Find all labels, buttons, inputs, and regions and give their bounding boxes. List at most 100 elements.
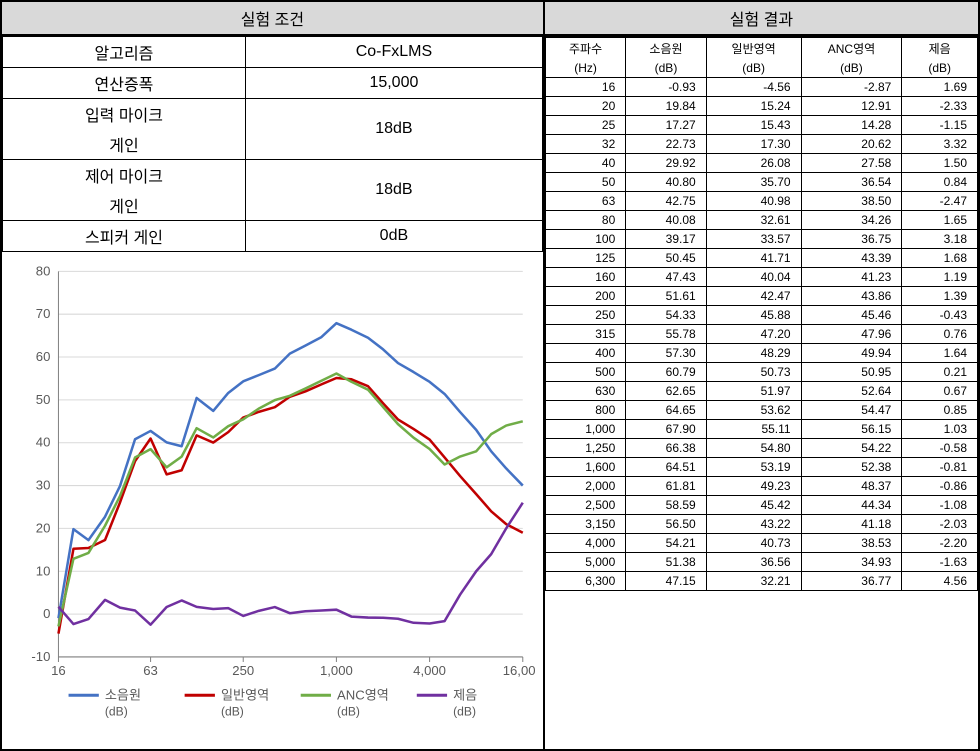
table-row: 2019.8415.2412.91-2.33 — [545, 97, 977, 116]
table-cell: 1.69 — [902, 78, 978, 97]
svg-text:4,000: 4,000 — [413, 663, 446, 678]
table-cell: 41.18 — [801, 515, 902, 534]
table-cell: 64.51 — [626, 458, 706, 477]
table-cell: 56.50 — [626, 515, 706, 534]
table-cell: 54.33 — [626, 306, 706, 325]
table-cell: 1.65 — [902, 211, 978, 230]
table-cell: 3,150 — [545, 515, 625, 534]
table-cell: 50 — [545, 173, 625, 192]
table-row: 40057.3048.2949.941.64 — [545, 344, 977, 363]
table-cell: 32.61 — [706, 211, 801, 230]
table-cell: -2.87 — [801, 78, 902, 97]
table-cell: 100 — [545, 230, 625, 249]
svg-text:(dB): (dB) — [337, 704, 360, 718]
table-cell: 48.29 — [706, 344, 801, 363]
table-row: 6342.7540.9838.50-2.47 — [545, 192, 977, 211]
column-unit: (dB) — [801, 59, 902, 78]
table-cell: 14.28 — [801, 116, 902, 135]
table-cell: 40.98 — [706, 192, 801, 211]
table-cell: -1.08 — [902, 496, 978, 515]
table-cell: 1,000 — [545, 420, 625, 439]
table-cell: 4.56 — [902, 572, 978, 591]
layout-root: 실험 조건 알고리즘Co-FxLMS연산증폭15,000입력 마이크18dB게인… — [0, 0, 980, 751]
condition-value: 15,000 — [245, 68, 542, 99]
column-unit: (dB) — [626, 59, 706, 78]
table-cell: 500 — [545, 363, 625, 382]
svg-text:60: 60 — [36, 349, 51, 364]
table-cell: -0.58 — [902, 439, 978, 458]
table-cell: 0.76 — [902, 325, 978, 344]
table-row: 3222.7317.3020.623.32 — [545, 135, 977, 154]
condition-value: Co-FxLMS — [245, 37, 542, 68]
table-cell: 66.38 — [626, 439, 706, 458]
table-cell: 315 — [545, 325, 625, 344]
table-cell: 45.88 — [706, 306, 801, 325]
svg-text:16: 16 — [51, 663, 66, 678]
table-cell: 58.59 — [626, 496, 706, 515]
table-cell: 26.08 — [706, 154, 801, 173]
table-cell: 51.61 — [626, 287, 706, 306]
table-cell: 52.64 — [801, 382, 902, 401]
table-row: 2517.2715.4314.28-1.15 — [545, 116, 977, 135]
svg-text:ANC영역: ANC영역 — [337, 687, 389, 702]
table-cell: -4.56 — [706, 78, 801, 97]
table-cell: 47.96 — [801, 325, 902, 344]
table-cell: 17.30 — [706, 135, 801, 154]
table-cell: 40 — [545, 154, 625, 173]
table-cell: 51.97 — [706, 382, 801, 401]
table-cell: 56.15 — [801, 420, 902, 439]
table-cell: 1.50 — [902, 154, 978, 173]
svg-text:제음: 제음 — [453, 687, 477, 702]
table-cell: -1.15 — [902, 116, 978, 135]
column-header: 일반영역 — [706, 37, 801, 59]
table-row: 1,00067.9055.1156.151.03 — [545, 420, 977, 439]
table-cell: 51.38 — [626, 553, 706, 572]
table-cell: 34.93 — [801, 553, 902, 572]
table-cell: 80 — [545, 211, 625, 230]
conditions-header: 실험 조건 — [2, 2, 543, 36]
column-header: ANC영역 — [801, 37, 902, 59]
table-cell: -2.20 — [902, 534, 978, 553]
table-cell: 39.17 — [626, 230, 706, 249]
table-cell: -0.43 — [902, 306, 978, 325]
column-unit: (dB) — [902, 59, 978, 78]
table-cell: -0.93 — [626, 78, 706, 97]
table-cell: 43.86 — [801, 287, 902, 306]
table-cell: 50.45 — [626, 249, 706, 268]
table-cell: 47.20 — [706, 325, 801, 344]
table-cell: 42.47 — [706, 287, 801, 306]
table-cell: 47.15 — [626, 572, 706, 591]
svg-text:50: 50 — [36, 392, 51, 407]
table-cell: 49.23 — [706, 477, 801, 496]
table-cell: 35.70 — [706, 173, 801, 192]
table-cell: -2.33 — [902, 97, 978, 116]
condition-label: 알고리즘 — [3, 37, 246, 68]
table-cell: 22.73 — [626, 135, 706, 154]
svg-text:1,000: 1,000 — [320, 663, 353, 678]
table-cell: 630 — [545, 382, 625, 401]
table-cell: 0.85 — [902, 401, 978, 420]
table-row: 3,15056.5043.2241.18-2.03 — [545, 515, 977, 534]
table-row: 8040.0832.6134.261.65 — [545, 211, 977, 230]
table-cell: 160 — [545, 268, 625, 287]
svg-text:소음원: 소음원 — [105, 687, 141, 702]
condition-label: 연산증폭 — [3, 68, 246, 99]
table-cell: 36.56 — [706, 553, 801, 572]
svg-text:250: 250 — [232, 663, 254, 678]
condition-label: 게인 — [3, 129, 246, 160]
svg-text:40: 40 — [36, 435, 51, 450]
table-cell: 63 — [545, 192, 625, 211]
table-cell: 53.62 — [706, 401, 801, 420]
table-row: 2,50058.5945.4244.34-1.08 — [545, 496, 977, 515]
table-cell: 45.46 — [801, 306, 902, 325]
table-cell: 32 — [545, 135, 625, 154]
table-cell: 15.43 — [706, 116, 801, 135]
table-row: 4029.9226.0827.581.50 — [545, 154, 977, 173]
table-cell: 54.21 — [626, 534, 706, 553]
table-cell: 41.71 — [706, 249, 801, 268]
right-column: 실험 결과 주파수소음원일반영역ANC영역제음(Hz)(dB)(dB)(dB)(… — [543, 2, 978, 749]
svg-text:-10: -10 — [31, 649, 50, 664]
svg-text:일반영역: 일반영역 — [221, 687, 269, 702]
table-cell: 29.92 — [626, 154, 706, 173]
condition-label: 스피커 게인 — [3, 221, 246, 252]
